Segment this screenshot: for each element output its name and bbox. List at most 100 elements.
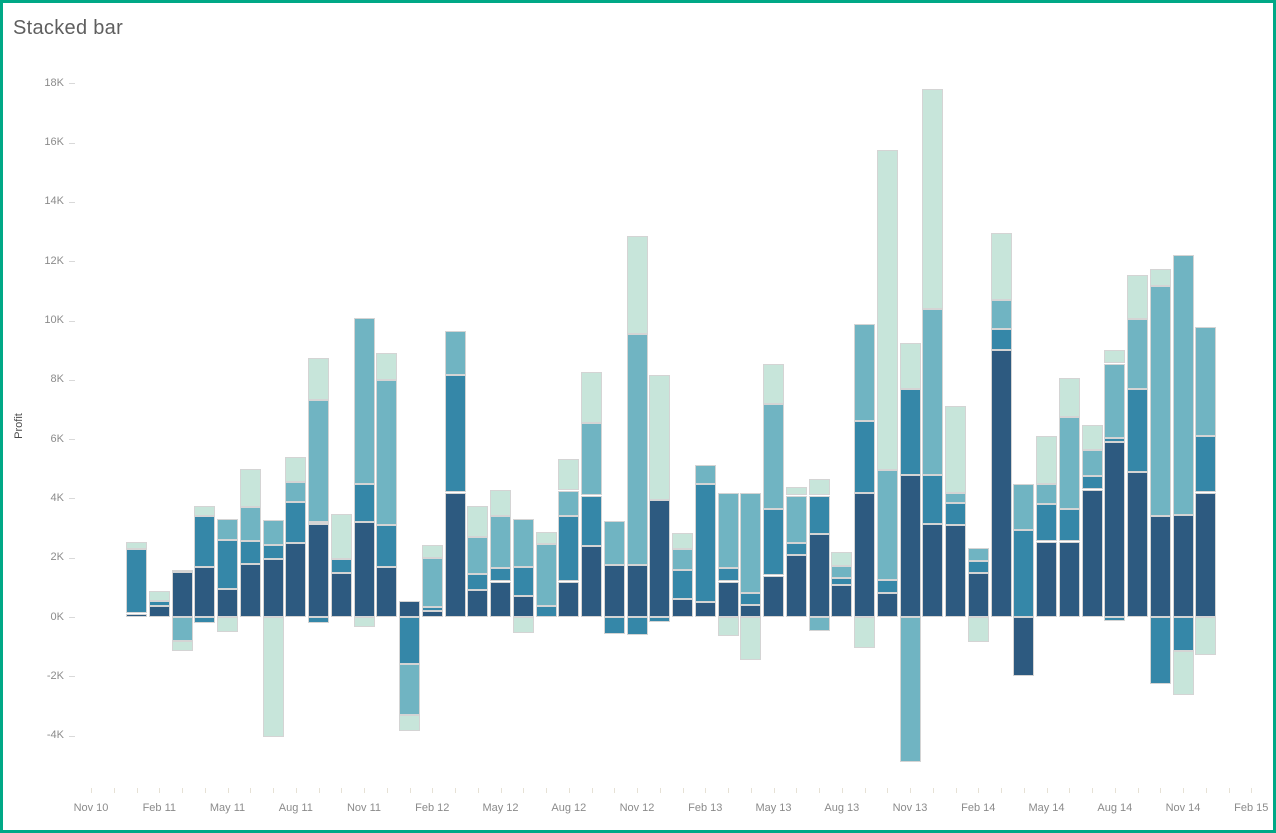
bar-segment-series-4[interactable]: [649, 375, 671, 500]
bar-segment-series-2[interactable]: [126, 548, 147, 614]
bar-segment-series-1[interactable]: [581, 545, 602, 618]
bar-segment-series-4[interactable]: [626, 236, 648, 334]
bar-segment-series-2[interactable]: [854, 421, 875, 493]
bar-segment-neg-series-4[interactable]: [399, 714, 420, 732]
bar-segment-series-1[interactable]: [285, 542, 307, 617]
bar-segment-series-1[interactable]: [353, 522, 375, 618]
bar-segment-series-2[interactable]: [694, 483, 716, 603]
bar-segment-series-2[interactable]: [512, 566, 534, 597]
bar-segment-series-3[interactable]: [740, 492, 762, 594]
bar-segment-series-1[interactable]: [444, 492, 466, 618]
bar-segment-series-4[interactable]: [1127, 274, 1148, 320]
bar-segment-series-1[interactable]: [808, 534, 830, 617]
bar-segment-series-1[interactable]: [512, 596, 534, 618]
bar-segment-neg-series-2[interactable]: [1149, 617, 1171, 685]
bar-segment-series-3[interactable]: [1149, 286, 1171, 517]
bar-segment-series-3[interactable]: [1013, 483, 1035, 530]
bar-segment-series-1[interactable]: [694, 602, 716, 618]
bar-segment-series-1[interactable]: [876, 593, 898, 618]
bar-segment-series-4[interactable]: [922, 89, 944, 309]
bar-segment-series-1[interactable]: [831, 585, 853, 617]
bar-segment-series-1[interactable]: [330, 572, 352, 618]
bar-segment-series-2[interactable]: [444, 375, 466, 493]
bar-segment-neg-series-3[interactable]: [808, 617, 830, 632]
bar-segment-series-1[interactable]: [1127, 471, 1148, 618]
bar-segment-series-1[interactable]: [148, 606, 170, 618]
bar-segment-series-1[interactable]: [399, 600, 420, 618]
bar-segment-series-1[interactable]: [467, 590, 489, 618]
bar-segment-series-4[interactable]: [990, 233, 1012, 300]
bar-segment-series-2[interactable]: [945, 502, 966, 526]
bar-segment-series-1[interactable]: [558, 581, 580, 618]
bar-segment-series-1[interactable]: [1058, 541, 1080, 618]
bar-segment-series-3[interactable]: [672, 548, 693, 570]
bar-segment-series-2[interactable]: [558, 515, 580, 582]
bar-segment-neg-series-2[interactable]: [1172, 617, 1194, 651]
bar-segment-series-3[interactable]: [763, 403, 784, 509]
bar-segment-neg-series-3[interactable]: [171, 617, 193, 642]
bar-segment-series-3[interactable]: [1127, 319, 1148, 389]
bar-segment-series-2[interactable]: [1036, 504, 1057, 542]
bar-segment-series-2[interactable]: [1081, 475, 1103, 490]
bar-segment-series-1[interactable]: [785, 554, 807, 618]
bar-segment-series-4[interactable]: [558, 458, 580, 491]
bar-segment-series-1[interactable]: [171, 571, 193, 618]
bar-segment-neg-series-4[interactable]: [967, 617, 989, 642]
bar-segment-series-1[interactable]: [899, 474, 921, 617]
bar-segment-series-3[interactable]: [376, 379, 398, 526]
bar-segment-neg-series-4[interactable]: [512, 617, 534, 634]
bar-segment-series-3[interactable]: [785, 495, 807, 543]
bar-segment-series-3[interactable]: [217, 518, 238, 540]
bar-segment-series-2[interactable]: [717, 568, 739, 582]
bar-segment-series-4[interactable]: [376, 353, 398, 380]
bar-segment-series-2[interactable]: [194, 516, 216, 567]
bar-segment-neg-series-2[interactable]: [1104, 617, 1126, 622]
bar-segment-neg-series-4[interactable]: [262, 617, 284, 738]
bar-segment-series-1[interactable]: [1036, 541, 1057, 618]
bar-segment-series-3[interactable]: [945, 493, 966, 503]
bar-segment-series-2[interactable]: [1127, 388, 1148, 472]
bar-segment-series-2[interactable]: [876, 579, 898, 594]
bar-segment-series-2[interactable]: [148, 601, 170, 607]
bar-segment-series-2[interactable]: [535, 606, 557, 618]
bar-segment-neg-series-2[interactable]: [194, 617, 216, 623]
bar-segment-series-3[interactable]: [717, 492, 739, 569]
bar-segment-series-3[interactable]: [535, 544, 557, 607]
bar-segment-series-3[interactable]: [990, 299, 1012, 330]
bar-segment-series-2[interactable]: [990, 329, 1012, 351]
bar-segment-series-4[interactable]: [330, 514, 352, 560]
bar-segment-series-3[interactable]: [1195, 326, 1217, 437]
bar-segment-series-3[interactable]: [1104, 363, 1126, 438]
bar-segment-series-1[interactable]: [1081, 489, 1103, 618]
bar-segment-series-2[interactable]: [808, 495, 830, 535]
bar-segment-series-3[interactable]: [626, 333, 648, 566]
bar-segment-series-4[interactable]: [831, 552, 853, 566]
bar-segment-series-1[interactable]: [376, 566, 398, 618]
bar-segment-series-4[interactable]: [672, 533, 693, 549]
bar-segment-series-1[interactable]: [262, 559, 284, 618]
bar-segment-series-1[interactable]: [194, 566, 216, 618]
bar-segment-series-3[interactable]: [558, 490, 580, 516]
bar-segment-series-2[interactable]: [467, 574, 489, 591]
bar-segment-series-4[interactable]: [581, 372, 602, 423]
bar-segment-series-2[interactable]: [1013, 529, 1035, 618]
bar-segment-series-1[interactable]: [1172, 514, 1194, 618]
bar-segment-neg-series-4[interactable]: [740, 617, 762, 661]
bar-segment-series-2[interactable]: [285, 502, 307, 543]
bar-segment-series-2[interactable]: [922, 474, 944, 524]
bar-segment-series-3[interactable]: [854, 323, 875, 422]
bar-segment-neg-series-4[interactable]: [717, 617, 739, 637]
bar-segment-series-4[interactable]: [1104, 350, 1126, 364]
bar-segment-series-3[interactable]: [1036, 483, 1057, 505]
bar-segment-series-3[interactable]: [1058, 416, 1080, 509]
bar-segment-neg-series-4[interactable]: [1172, 650, 1194, 695]
bar-segment-series-2[interactable]: [1058, 508, 1080, 542]
bar-segment-neg-series-4[interactable]: [353, 617, 375, 627]
bar-segment-series-3[interactable]: [603, 520, 625, 566]
bar-segment-series-2[interactable]: [581, 495, 602, 546]
bar-segment-series-4[interactable]: [945, 405, 966, 494]
bar-segment-series-3[interactable]: [1081, 450, 1103, 476]
bar-segment-neg-series-4[interactable]: [1195, 617, 1217, 655]
bar-segment-series-3[interactable]: [1172, 255, 1194, 515]
bar-segment-series-2[interactable]: [421, 606, 443, 612]
